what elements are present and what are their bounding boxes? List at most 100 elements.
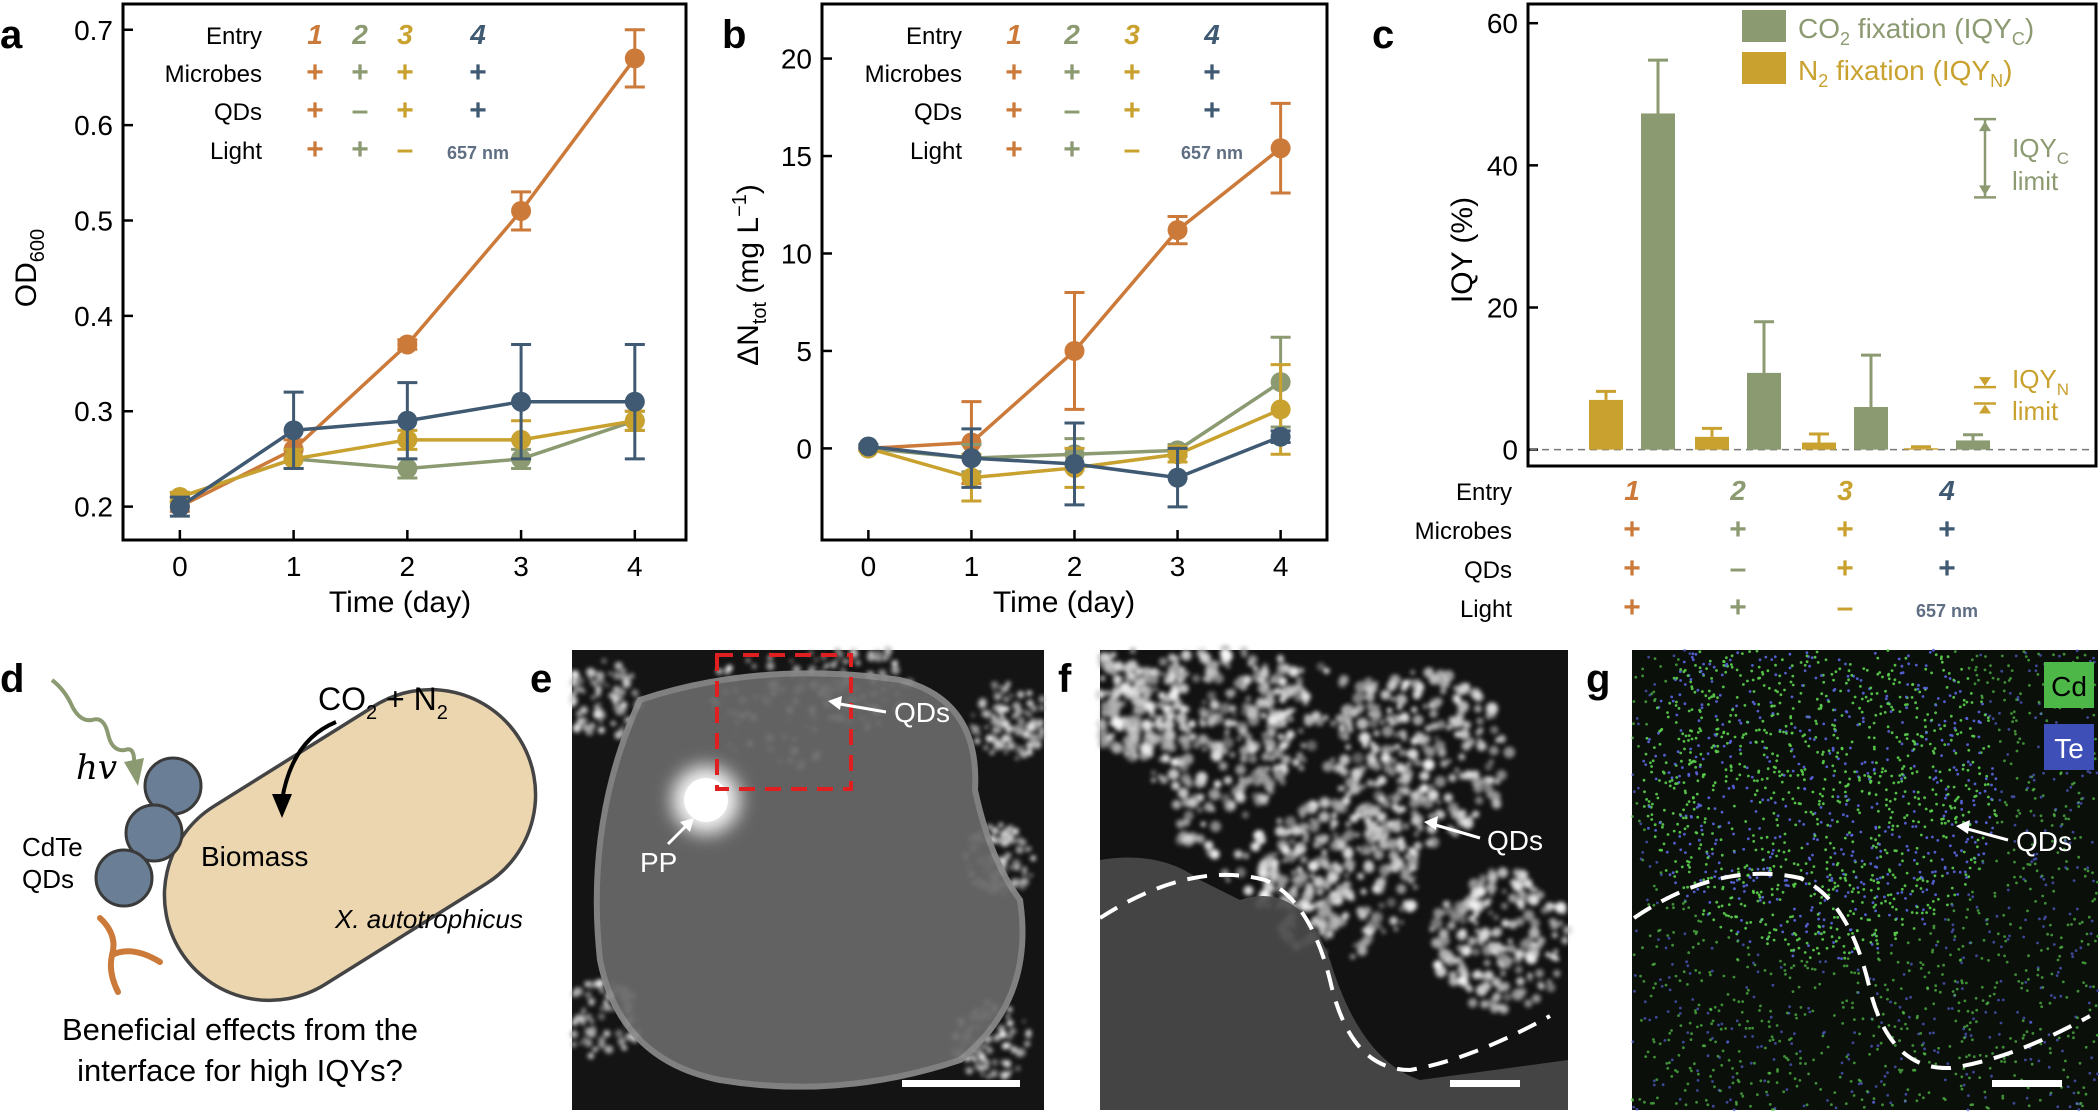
cd-dot (1651, 963, 1655, 966)
te-dot (1803, 669, 1807, 673)
cd-dot (1877, 887, 1880, 891)
te-dot (1947, 743, 1950, 746)
qd-speck (1429, 784, 1434, 789)
cd-dot (1689, 751, 1692, 754)
qd-speck (1284, 663, 1291, 670)
te-dot (1751, 700, 1755, 704)
qd-speck (1461, 741, 1471, 751)
cd-dot (2064, 1059, 2067, 1063)
cd-dot (1730, 827, 1734, 831)
cd-dot (1774, 766, 1777, 770)
cd-dot (1708, 659, 1712, 663)
cd-dot (1858, 776, 1861, 780)
cd-dot (1972, 856, 1976, 860)
cd-dot (1955, 797, 1959, 801)
te-dot (2028, 669, 2031, 673)
cd-dot (1996, 821, 1999, 824)
te-dot (1745, 766, 1749, 770)
cd-dot (1877, 825, 1881, 829)
cd-dot (1688, 1066, 1692, 1070)
qd-speck (1379, 720, 1385, 725)
cd-dot (1751, 1026, 1754, 1030)
te-dot (1731, 784, 1735, 788)
te-dot (1641, 851, 1645, 854)
data-point-entry-4 (961, 448, 982, 469)
qd-speck (1553, 948, 1559, 954)
cd-dot (1884, 689, 1887, 693)
cd-dot (1852, 870, 1856, 874)
cd-dot (1886, 649, 1890, 652)
cd-dot (1777, 770, 1781, 774)
panel-e: e QDs PP (530, 645, 1047, 1110)
te-dot (2072, 1091, 2076, 1095)
cd-dot (1932, 926, 1936, 930)
te-dot (1814, 879, 1817, 883)
qd-speck (1288, 716, 1294, 722)
te-dot (1665, 850, 1669, 854)
te-dot (1816, 838, 1819, 842)
qd-speck (1374, 826, 1382, 835)
qd-speck (1494, 977, 1501, 984)
te-dot (1988, 815, 1992, 819)
te-dot (1937, 723, 1941, 727)
cd-dot (1921, 735, 1924, 739)
cd-dot (1894, 791, 1898, 795)
cd-dot (1942, 803, 1945, 807)
te-dot (1717, 861, 1721, 865)
cd-dot (1746, 679, 1749, 683)
cd-dot (1910, 696, 1914, 699)
te-dot (1728, 658, 1732, 662)
te-dot (2001, 998, 2005, 1002)
cd-dot (2039, 1042, 2043, 1046)
te-dot (1708, 662, 1712, 666)
cd-dot (1755, 729, 1758, 732)
cd-dot (1828, 873, 1832, 877)
cd-dot (1846, 957, 1850, 960)
cd-dot (1755, 649, 1759, 653)
cd-dot (1900, 852, 1904, 856)
row-label-qds: QDs (214, 99, 262, 126)
te-dot (1635, 717, 1639, 720)
cd-dot (1731, 1081, 1735, 1085)
cd-dot (1927, 1091, 1931, 1094)
te-dot (2000, 669, 2004, 673)
cd-dot (1832, 788, 1835, 791)
cd-dot (1883, 848, 1887, 852)
te-dot (1968, 941, 1972, 945)
cd-dot (1886, 893, 1890, 897)
te-dot (2066, 1085, 2070, 1089)
qd-speck (1381, 744, 1391, 755)
row-label-light: Light (1460, 596, 1512, 623)
qd-speck (1195, 834, 1205, 844)
qd-speck (1360, 784, 1366, 790)
qd-speck (1195, 780, 1204, 789)
qd-speck (1263, 778, 1276, 790)
qd-speck (1160, 671, 1165, 677)
cd-dot (1943, 821, 1947, 825)
cd-dot (1803, 778, 1806, 782)
cd-dot (1838, 667, 1842, 671)
qd-speck (1276, 654, 1285, 663)
cd-dot (1674, 704, 1678, 707)
cd-dot (1639, 974, 1642, 978)
qd-speck (1286, 730, 1295, 739)
qd-speck (1389, 720, 1396, 726)
cd-dot (1690, 708, 1694, 711)
te-dot (1647, 655, 1650, 659)
cd-dot (2036, 973, 2040, 977)
cd-dot (1816, 661, 1820, 664)
cd-dot (1678, 813, 1682, 816)
cd-dot (2002, 1057, 2006, 1060)
cd-dot (1911, 889, 1914, 893)
qd-speck (1364, 848, 1372, 856)
qd-speck (1433, 908, 1444, 919)
cd-dot (1744, 732, 1748, 736)
te-dot (1706, 1011, 1710, 1015)
cd-dot (1760, 847, 1764, 851)
cd-dot (1872, 1034, 1876, 1038)
cell-entry-2-row-1: + (1063, 56, 1081, 89)
qd-speck (1138, 696, 1147, 706)
cd-dot (1995, 814, 1998, 818)
cd-dot (1924, 1007, 1928, 1011)
